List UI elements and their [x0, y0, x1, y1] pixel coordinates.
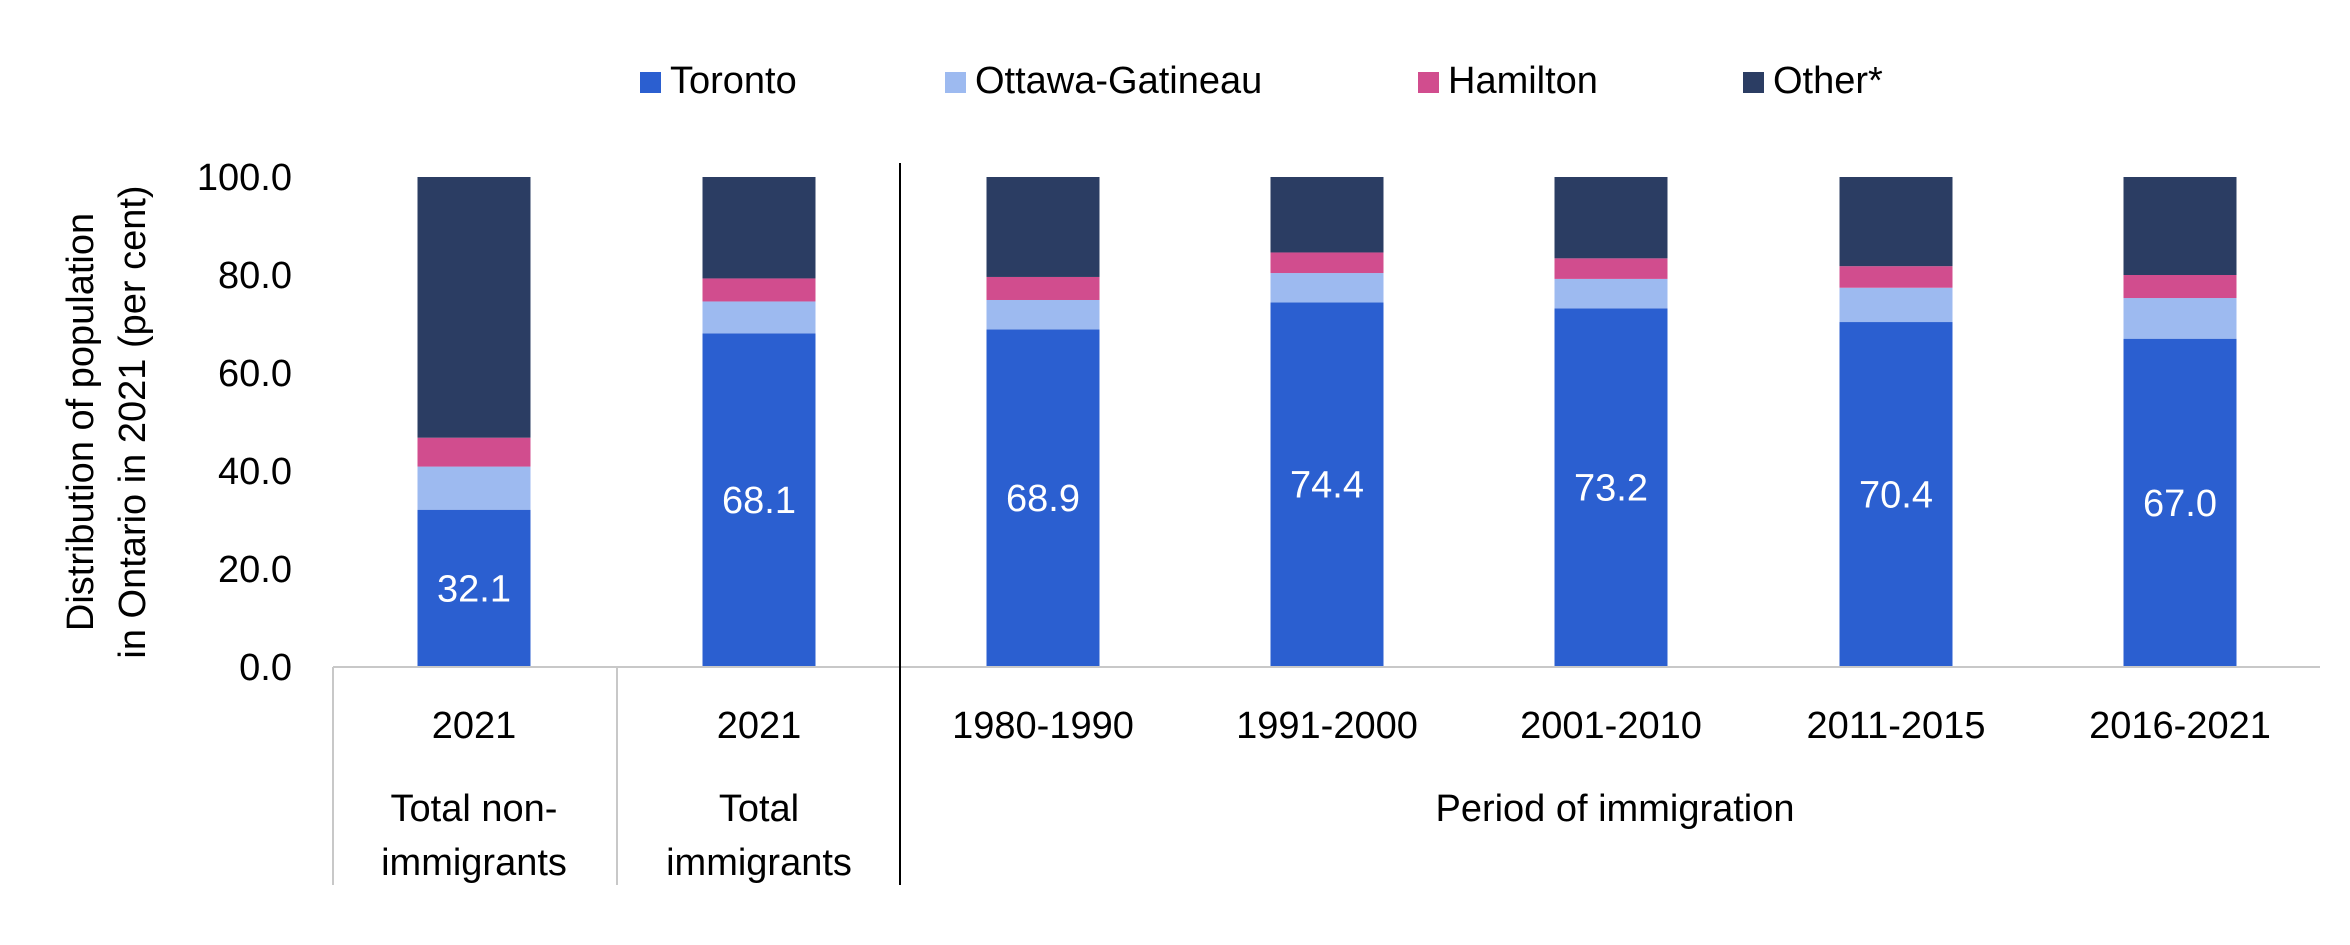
data-label: 32.1 — [437, 568, 511, 610]
bars: 32.1 68.1 68.9 74.4 73.2 70.4 67.0 — [417, 177, 2237, 667]
bar-segment — [2123, 298, 2237, 339]
bar-segment — [417, 466, 531, 510]
legend-label: Hamilton — [1448, 60, 1598, 102]
bar-segment — [1554, 278, 1668, 309]
data-label: 68.1 — [722, 480, 796, 522]
bar-segment — [1270, 177, 1384, 253]
y-axis-ticks: 0.0 20.0 40.0 60.0 80.0 100.0 — [197, 157, 292, 689]
bar-segment — [702, 301, 816, 334]
bar-segment — [1270, 302, 1384, 667]
bar-segment — [1839, 287, 1953, 323]
bar-segment — [702, 177, 816, 279]
bar-segment — [1554, 177, 1668, 259]
y-axis-title: Distribution of population in Ontario in … — [60, 185, 154, 658]
legend-label: Toronto — [670, 60, 797, 102]
x-tick-label: 1980-1990 — [952, 705, 1134, 747]
data-label: 70.4 — [1859, 475, 1933, 517]
legend-swatch — [640, 72, 661, 93]
bar-segment — [986, 177, 1100, 277]
bar-segment — [986, 329, 1100, 667]
axes — [332, 163, 2320, 885]
x-tick-label: 1991-2000 — [1236, 705, 1418, 747]
x-tick-label: 2011-2015 — [1807, 705, 1986, 747]
bar-segment — [1270, 273, 1384, 303]
bar-segment — [1839, 177, 1953, 267]
bar-segment — [1839, 322, 1953, 667]
legend-label: Other* — [1773, 60, 1883, 102]
bar-segment — [1839, 266, 1953, 288]
y-tick-label: 0.0 — [239, 647, 292, 689]
bar-segment — [986, 276, 1100, 300]
bar-segment — [417, 509, 531, 667]
y-tick-label: 100.0 — [197, 157, 292, 199]
y-axis-title-group: Distribution of population in Ontario in … — [60, 185, 154, 658]
x-tick-label: 2021 — [717, 705, 802, 747]
legend: Toronto Ottawa-Gatineau Hamilton Other* — [640, 60, 1883, 102]
y-tick-label: 20.0 — [218, 549, 292, 591]
bar-segment — [417, 437, 531, 467]
y-tick-label: 80.0 — [218, 255, 292, 297]
x-tick-label: 2016-2021 — [2089, 705, 2271, 747]
x-tick-label: 2021 — [432, 705, 517, 747]
bar-segment — [1554, 308, 1668, 667]
x-group-label: Period of immigration — [1435, 788, 1794, 830]
bar-segment — [1554, 258, 1668, 279]
bar-segment — [702, 278, 816, 302]
x-group-label: immigrants — [666, 842, 852, 884]
bar-segment — [986, 299, 1100, 330]
y-tick-label: 60.0 — [218, 353, 292, 395]
bar-segment — [2123, 338, 2237, 667]
data-label: 67.0 — [2143, 483, 2217, 525]
bar-segment — [702, 333, 816, 667]
bar-segment — [1270, 252, 1384, 274]
legend-swatch — [1418, 72, 1439, 93]
x-tick-label: 2001-2010 — [1520, 705, 1702, 747]
y-axis-title-line: in Ontario in 2021 (per cent) — [112, 185, 154, 658]
x-group-label: Total — [719, 788, 799, 830]
legend-swatch — [1743, 72, 1764, 93]
bar-segment — [2123, 177, 2237, 275]
y-axis-title-line: Distribution of population — [60, 213, 102, 631]
data-label: 73.2 — [1574, 468, 1648, 510]
bar-segment — [417, 177, 531, 438]
legend-label: Ottawa-Gatineau — [975, 60, 1262, 102]
data-label: 74.4 — [1290, 465, 1364, 507]
y-tick-label: 40.0 — [218, 451, 292, 493]
x-axis-labels: 2021 Total non-immigrants 2021 Total immigra… — [381, 705, 2271, 884]
x-group-label: immigrants — [381, 842, 567, 884]
x-group-label: Total non- — [391, 788, 558, 830]
data-label: 68.9 — [1006, 478, 1080, 520]
legend-swatch — [945, 72, 966, 93]
bar-segment — [2123, 275, 2237, 299]
